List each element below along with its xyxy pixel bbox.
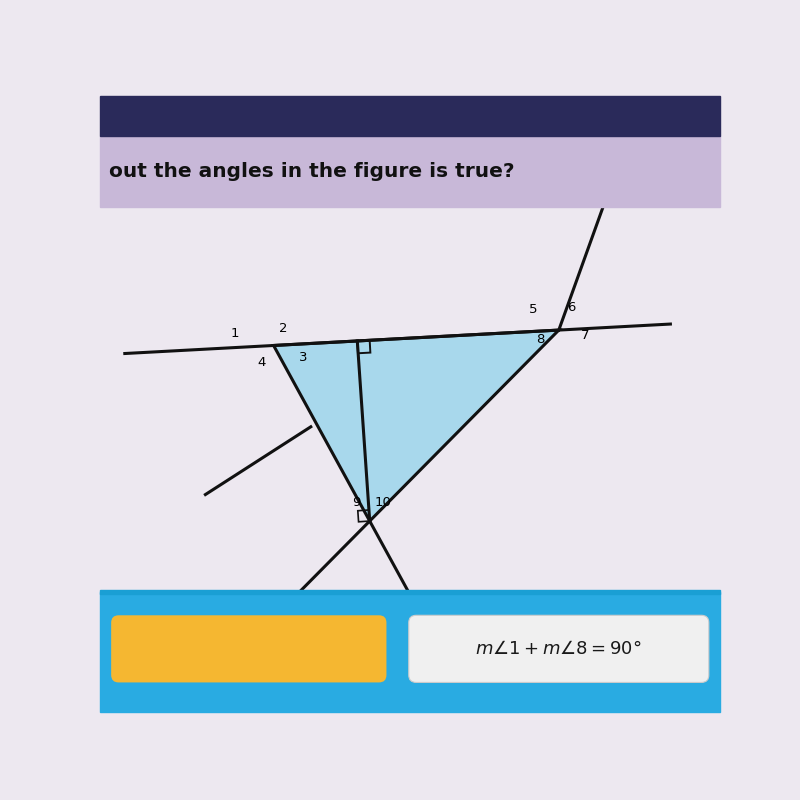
Text: 3: 3 <box>299 351 308 364</box>
Bar <box>100 592 720 712</box>
Text: $m\angle 1 + m\angle 8 = 90°$: $m\angle 1 + m\angle 8 = 90°$ <box>475 640 642 658</box>
Text: 10: 10 <box>375 496 392 509</box>
Text: out the angles in the figure is true?: out the angles in the figure is true? <box>110 162 515 182</box>
FancyBboxPatch shape <box>409 615 709 682</box>
Text: 9: 9 <box>352 496 360 509</box>
Polygon shape <box>274 330 558 521</box>
Text: 7: 7 <box>581 329 589 342</box>
Text: 6: 6 <box>567 302 575 314</box>
FancyBboxPatch shape <box>111 615 386 682</box>
Text: 4: 4 <box>257 356 266 370</box>
Bar <box>100 136 720 207</box>
Text: 5: 5 <box>529 303 537 316</box>
Bar <box>100 590 720 594</box>
Bar <box>100 207 720 592</box>
Bar <box>100 96 720 136</box>
Text: 1: 1 <box>231 326 239 340</box>
Text: 2: 2 <box>279 322 288 334</box>
Text: 8: 8 <box>536 334 544 346</box>
